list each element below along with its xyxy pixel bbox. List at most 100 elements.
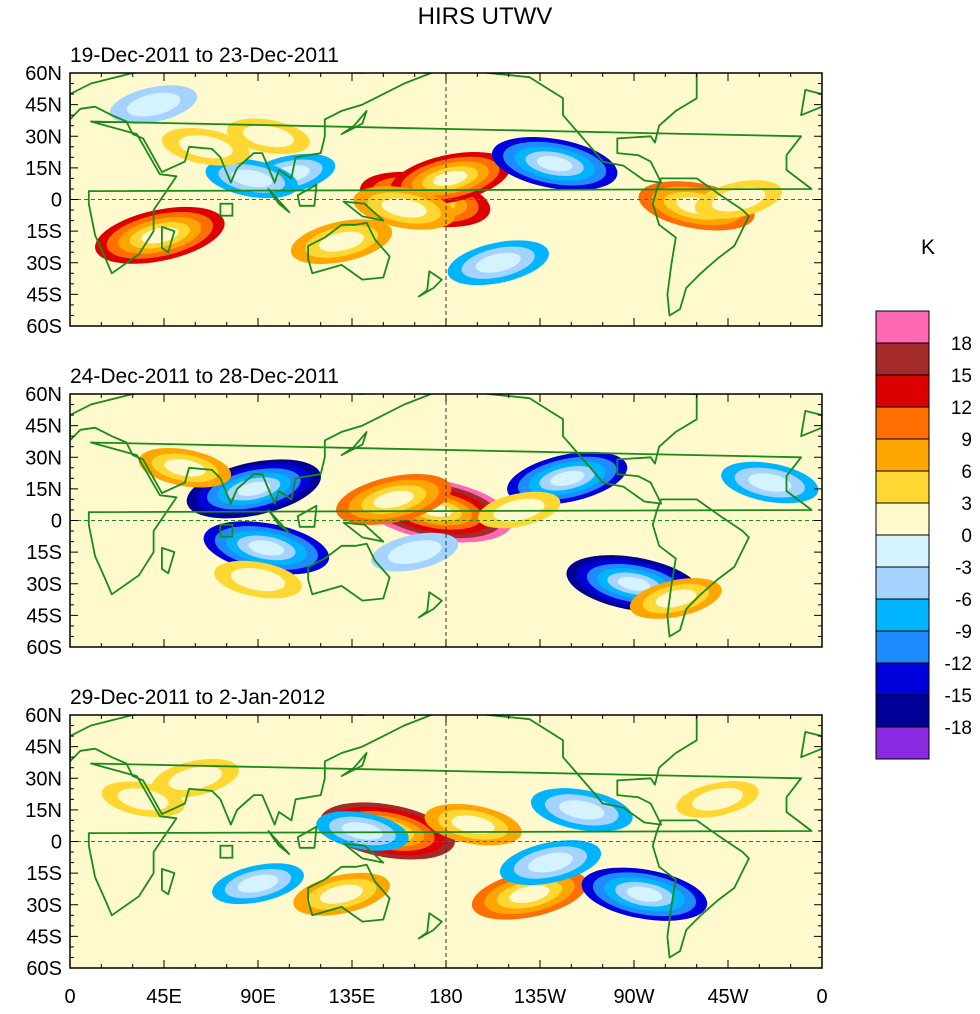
panel-1-period: 19-Dec-2011 to 23-Dec-2011 [70, 44, 339, 67]
coastline [87, 762, 813, 917]
coastline [160, 225, 176, 254]
colorbar-level-label: -3 [955, 558, 972, 579]
coastline [307, 221, 391, 281]
anomaly-cell [109, 85, 198, 124]
anomaly-cell [629, 578, 722, 619]
lat-tick-label: 30S [26, 895, 62, 917]
coastline [800, 89, 822, 117]
colorbar-swatch [875, 406, 930, 440]
lat-tick-label: 0 [51, 511, 62, 533]
colorbar-level-label: -12 [945, 654, 972, 675]
lat-tick-label: 45S [26, 605, 62, 627]
lon-tick-label: 45E [146, 986, 182, 1008]
coastline [340, 110, 368, 136]
lat-tick-label: 45S [26, 284, 62, 306]
lat-tick-label: 15S [26, 542, 62, 564]
coastline [483, 715, 698, 826]
lat-tick-label: 60S [26, 316, 62, 338]
anomaly-cell [581, 867, 708, 921]
colorbar-level-label: -18 [945, 718, 972, 739]
anomaly-cell [676, 780, 759, 818]
lon-tick-label: 135E [329, 986, 376, 1008]
coastline [307, 542, 391, 602]
lat-tick-label: 0 [51, 832, 62, 854]
lat-tick-label: 15S [26, 221, 62, 243]
colorbar: 18 15 12 9 6 3 0 -3 -6 -9 -12 -15 -18 [875, 310, 972, 760]
anomaly-cell [138, 448, 232, 488]
anomaly-cell [212, 863, 304, 905]
colorbar-level-label: 12 [951, 398, 972, 419]
colorbar-level-label: 9 [961, 430, 972, 451]
lon-tick-label: 45W [707, 986, 748, 1008]
colorbar-level-label: 18 [951, 334, 972, 355]
colorbar-swatch [875, 566, 930, 600]
coastline [307, 863, 391, 923]
anomaly-cell [336, 473, 452, 525]
colorbar-level-label: 6 [961, 462, 972, 483]
colorbar-level-label: -9 [955, 622, 972, 643]
lat-tick-label: 60N [25, 63, 62, 85]
lat-tick-label: 30N [25, 447, 62, 469]
lat-tick-label: 30S [26, 574, 62, 596]
coastline [651, 498, 750, 638]
coastline [160, 547, 176, 575]
lon-tick-label: 180 [429, 986, 462, 1008]
anomaly-cell [471, 868, 588, 920]
panel-3-period: 29-Dec-2011 to 2-Jan-2012 [70, 686, 325, 709]
lat-tick-label: 45N [25, 737, 62, 759]
lat-tick-label: 15N [25, 800, 62, 822]
lat-tick-label: 60S [26, 958, 62, 980]
anomaly-cell [290, 219, 393, 265]
anomaly-cell [447, 240, 549, 286]
coastline [340, 752, 368, 777]
anomaly-cell [499, 840, 602, 885]
colorbar-swatch [875, 374, 930, 408]
colorbar-swatch [875, 726, 930, 760]
colorbar-swatch [875, 630, 930, 664]
lat-tick-label: 45N [25, 416, 62, 438]
lat-tick-label: 45N [25, 95, 62, 117]
colorbar-swatch [875, 438, 930, 472]
lon-tick-label: 0 [64, 986, 75, 1008]
colorbar-swatch [875, 342, 930, 376]
anomaly-cell [721, 461, 819, 504]
anomaly-cell [161, 128, 250, 166]
coastline [417, 591, 443, 619]
coastline [342, 842, 385, 864]
lon-tick-label: 0 [816, 986, 827, 1008]
lat-tick-label: 60N [25, 705, 62, 727]
coastline [800, 731, 822, 759]
lat-tick-label: 30N [25, 126, 62, 148]
colorbar-swatch [875, 694, 930, 728]
coastline [70, 73, 434, 184]
units-label: K [921, 236, 935, 259]
colorbar-swatch [875, 534, 930, 568]
lat-tick-label: 0 [51, 190, 62, 212]
anomaly-cell [151, 758, 239, 798]
colorbar-level-label: 0 [961, 526, 972, 547]
lon-tick-label: 135W [514, 986, 566, 1008]
coastline [651, 819, 750, 959]
lat-tick-label: 30N [25, 768, 62, 790]
coastline [70, 715, 434, 826]
lon-tick-label: 90W [613, 986, 654, 1008]
coastline [296, 825, 318, 849]
colorbar-swatch [875, 470, 930, 504]
map-panel-2: 60N 45N 30N 15N 0 15S 30S 45S 60S [25, 384, 823, 659]
coastline [296, 183, 318, 207]
lat-tick-label: 60S [26, 637, 62, 659]
anomaly-cell [507, 451, 628, 505]
coastline [87, 441, 813, 596]
coastline [160, 868, 176, 896]
coastline [267, 509, 291, 534]
coastline [267, 830, 291, 855]
coastline [800, 409, 822, 438]
coastline [296, 504, 318, 528]
anomaly-cell [214, 560, 302, 599]
anomaly-cell [491, 137, 618, 191]
map-panel-3: 60N 45N 30N 15N 0 15S 30S 45S 60S [25, 705, 823, 980]
lat-tick-label: 45S [26, 926, 62, 948]
lon-tick-label: 90E [240, 986, 276, 1008]
lat-tick-label: 15S [26, 863, 62, 885]
